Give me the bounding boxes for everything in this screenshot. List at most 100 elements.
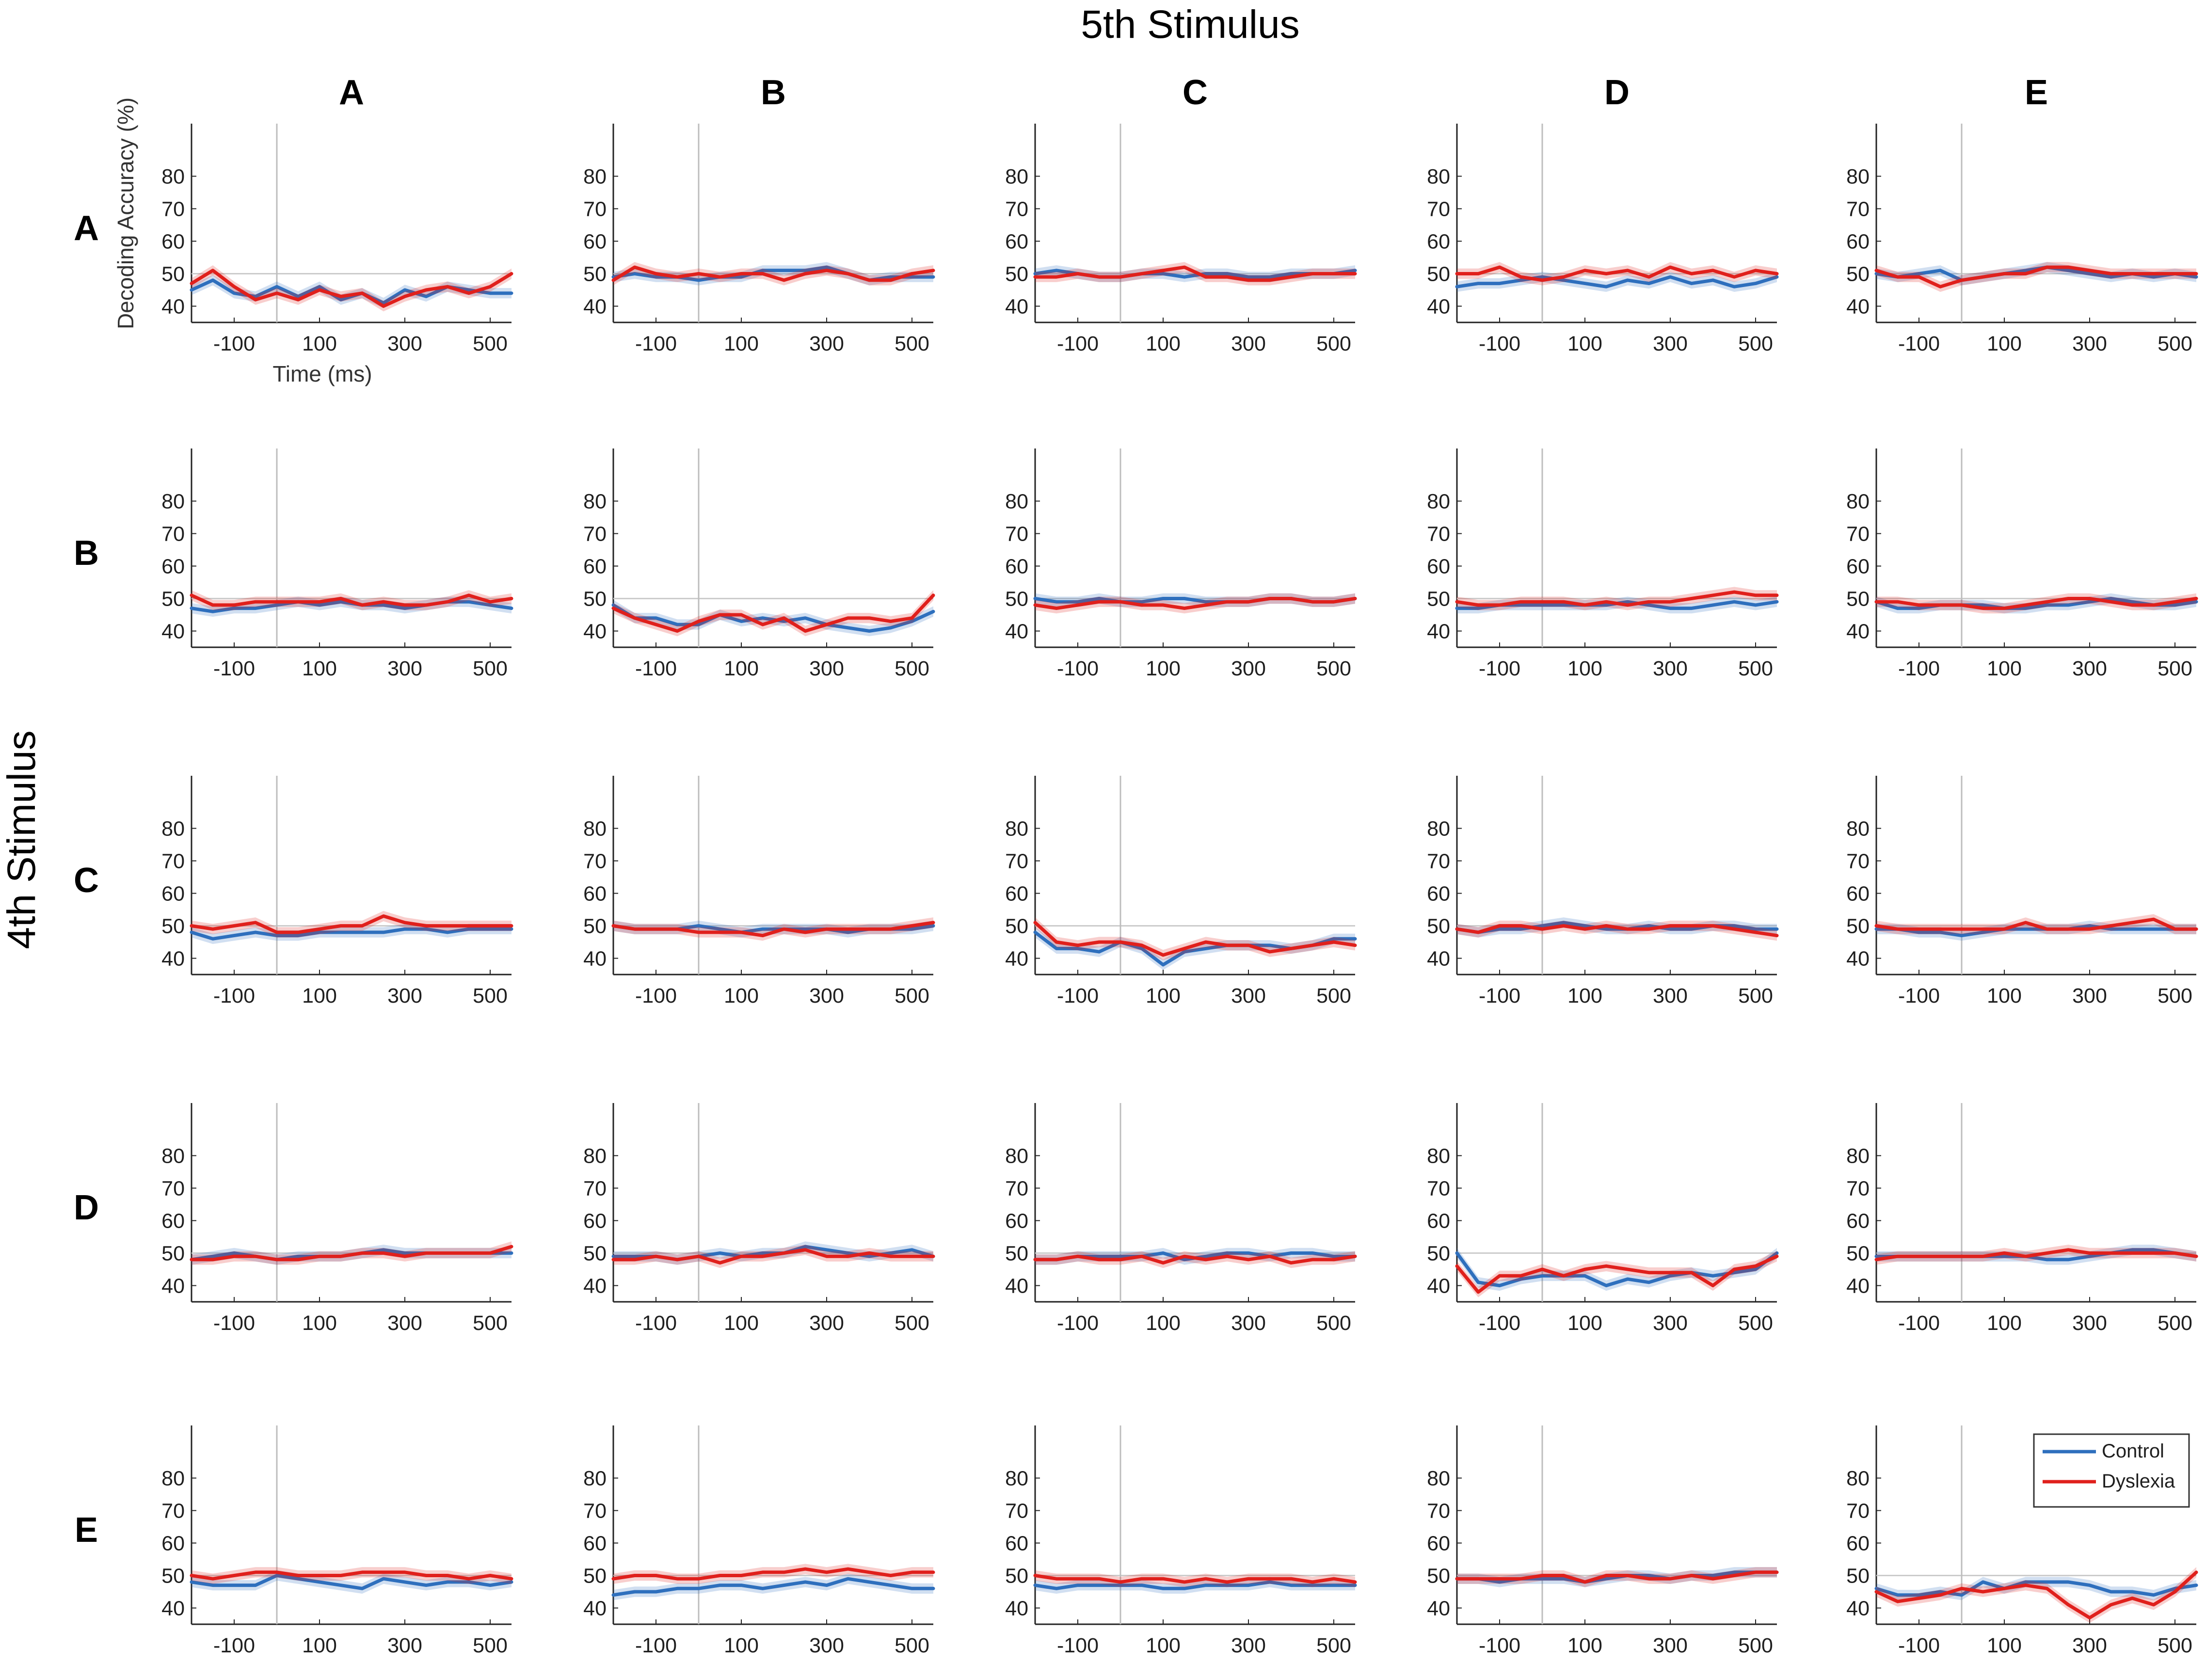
column-label-b: B	[761, 73, 786, 112]
y-tick-label: 70	[583, 523, 607, 546]
series-line-dyslexia	[1033, 597, 1357, 610]
y-axis-label: Decoding Accuracy (%)	[113, 97, 138, 329]
y-tick-label: 50	[1005, 1565, 1028, 1588]
y-tick-label: 40	[1427, 1597, 1450, 1620]
series-band-dyslexia	[1457, 587, 1777, 610]
y-tick-label: 40	[1846, 1597, 1870, 1620]
y-tick-label: 70	[161, 1177, 185, 1200]
y-tick-label: 80	[161, 1467, 185, 1490]
series-line-control	[1455, 275, 1779, 288]
series-band-control	[192, 275, 512, 308]
y-tick-label: 80	[1427, 1145, 1450, 1168]
y-tick-label: 60	[583, 555, 607, 578]
y-tick-label: 80	[161, 817, 185, 841]
x-tick-label: 100	[302, 1634, 337, 1657]
y-tick-label: 40	[1846, 947, 1870, 971]
x-tick-label: 100	[302, 332, 337, 355]
y-tick-label: 50	[1427, 588, 1450, 611]
x-tick-label: -100	[1479, 332, 1520, 355]
panel-d-c: 40 50 60 70 80 -100 100 300 500	[1005, 1103, 1357, 1335]
y-tick-label: 60	[161, 1532, 185, 1555]
x-tick-label: 300	[387, 1312, 422, 1335]
x-tick-label: 300	[2072, 1634, 2107, 1657]
y-tick-label: 80	[161, 490, 185, 513]
series-line-dyslexia	[190, 269, 513, 308]
x-tick-label: 100	[724, 1634, 759, 1657]
x-tick-label: 300	[1653, 332, 1688, 355]
y-tick-label: 60	[1846, 882, 1870, 906]
panel-d-a: 40 50 60 70 80 -100 100 300 500	[161, 1103, 513, 1335]
x-tick-label: 100	[1567, 1312, 1602, 1335]
row-axis-title: 4th Stimulus	[0, 730, 44, 949]
x-tick-label: 500	[473, 1634, 508, 1657]
series-line-dyslexia	[1455, 924, 1779, 938]
x-tick-label: 100	[1987, 1312, 2022, 1335]
y-tick-label: 60	[1427, 1532, 1450, 1555]
panel-e-a: 40 50 60 70 80 -100 100 300 500	[161, 1425, 513, 1657]
series-line-dyslexia	[190, 1245, 513, 1262]
x-tick-label: 300	[809, 1312, 844, 1335]
panel-a-d: 40 50 60 70 80 -100 100 300 500	[1427, 124, 1779, 355]
x-tick-label: -100	[213, 1312, 255, 1335]
y-tick-label: 50	[1427, 263, 1450, 286]
legend: Control Dyslexia	[2033, 1433, 2190, 1508]
y-tick-label: 50	[161, 263, 185, 286]
x-tick-label: 500	[2158, 984, 2192, 1008]
x-tick-label: -100	[635, 1634, 677, 1657]
y-tick-label: 70	[583, 850, 607, 873]
y-tick-label: 60	[1005, 1532, 1028, 1555]
panel-b-a: 40 50 60 70 80 -100 100 300 500	[161, 448, 513, 680]
y-tick-label: 40	[583, 620, 607, 643]
x-tick-label: 100	[302, 984, 337, 1008]
series-line-dyslexia	[611, 1567, 935, 1581]
y-tick-label: 60	[1846, 555, 1870, 578]
y-tick-label: 70	[1846, 198, 1870, 221]
row-label-a: A	[74, 209, 99, 248]
series-line-dyslexia	[1455, 590, 1779, 607]
y-tick-label: 70	[161, 523, 185, 546]
series-line-dyslexia	[1874, 265, 2198, 288]
y-tick-label: 70	[1427, 198, 1450, 221]
x-tick-label: -100	[635, 1312, 677, 1335]
series-line-dyslexia	[1455, 1570, 1779, 1584]
y-tick-label: 70	[1427, 1500, 1450, 1523]
y-tick-label: 80	[1846, 1467, 1870, 1490]
series-band-dyslexia	[613, 262, 933, 286]
x-axis-label: Time (ms)	[272, 361, 372, 386]
column-label-c: C	[1183, 73, 1208, 112]
x-tick-label: 500	[895, 657, 929, 680]
y-tick-label: 80	[583, 1145, 607, 1168]
panel-b-b: 40 50 60 70 80 -100 100 300 500	[583, 448, 935, 680]
y-tick-label: 80	[161, 165, 185, 189]
y-tick-label: 70	[583, 198, 607, 221]
y-tick-label: 50	[1005, 915, 1028, 938]
panel-c-a: 40 50 60 70 80 -100 100 300 500	[161, 776, 513, 1008]
y-tick-label: 70	[583, 1500, 607, 1523]
y-tick-label: 40	[1427, 1275, 1450, 1298]
x-tick-label: -100	[1057, 984, 1099, 1008]
x-tick-label: 500	[1738, 657, 1773, 680]
x-tick-label: 300	[809, 657, 844, 680]
y-tick-label: 40	[583, 295, 607, 319]
x-tick-label: 500	[895, 1312, 929, 1335]
panel-grid: A B C D E A B C D E 40 50 60 70 80 -100 100 300 500 Decodin…	[74, 73, 2198, 1657]
x-tick-label: -100	[1898, 657, 1940, 680]
x-tick-label: 500	[895, 984, 929, 1008]
y-tick-label: 50	[1846, 1242, 1870, 1265]
x-tick-label: 300	[809, 984, 844, 1008]
x-tick-label: 300	[2072, 1312, 2107, 1335]
series-line-dyslexia	[1455, 1254, 1779, 1294]
series-line-dyslexia	[1033, 265, 1357, 282]
panel-a-b: 40 50 60 70 80 -100 100 300 500	[583, 124, 935, 355]
panel-b-c: 40 50 60 70 80 -100 100 300 500	[1005, 448, 1357, 680]
x-tick-label: 100	[1146, 1634, 1181, 1657]
y-tick-label: 60	[1846, 1210, 1870, 1233]
x-tick-label: 100	[1146, 657, 1181, 680]
y-tick-label: 50	[583, 1242, 607, 1265]
y-tick-label: 40	[1005, 1597, 1028, 1620]
x-tick-label: -100	[1057, 1634, 1099, 1657]
panel-d-e: 40 50 60 70 80 -100 100 300 500	[1846, 1103, 2198, 1335]
x-tick-label: -100	[1479, 984, 1520, 1008]
x-tick-label: 100	[1567, 1634, 1602, 1657]
y-tick-label: 40	[1846, 1275, 1870, 1298]
